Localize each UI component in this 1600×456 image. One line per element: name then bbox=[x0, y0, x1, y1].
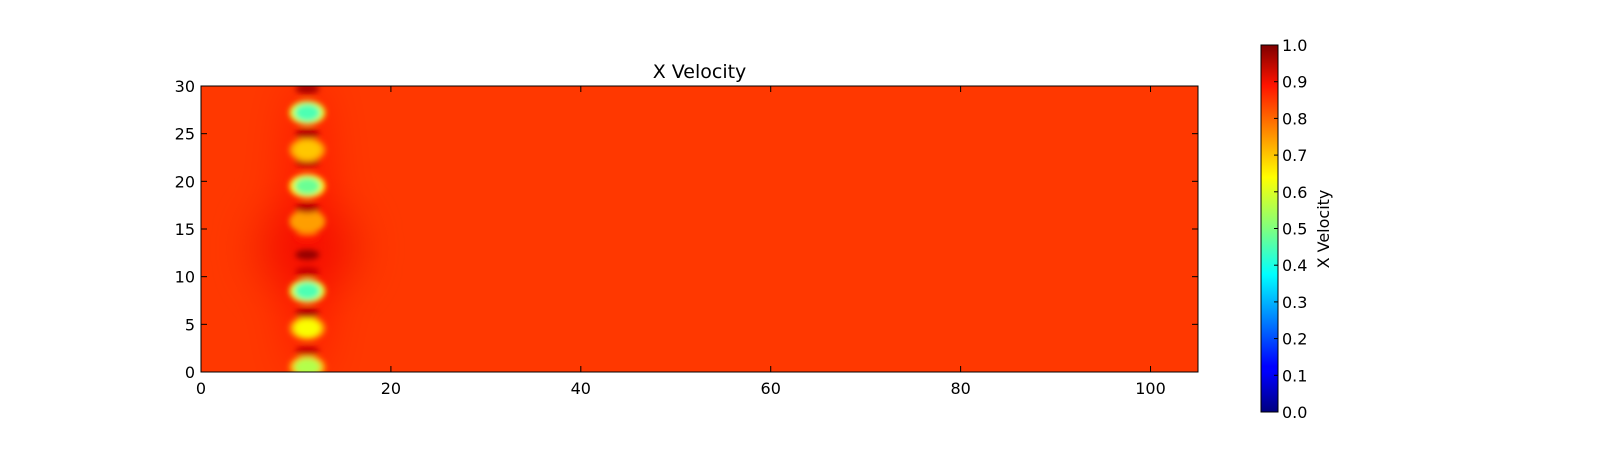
y-tick-label: 30 bbox=[175, 77, 195, 96]
heatmap-background bbox=[201, 86, 1198, 372]
heatmap-cell bbox=[294, 281, 321, 300]
colorbar-tick-label: 0.9 bbox=[1282, 73, 1307, 92]
colorbar-tick-label: 0.3 bbox=[1282, 293, 1307, 312]
x-tick-label: 100 bbox=[1135, 379, 1166, 398]
heatmap-cell bbox=[295, 266, 320, 277]
heatmap-cell bbox=[295, 231, 320, 242]
y-tick-label: 20 bbox=[175, 172, 195, 191]
heatmap-cell bbox=[294, 103, 321, 122]
colorbar-ticks: 0.0 0.1 0.2 0.3 0.4 0.5 0.6 0.7 0.8 0.9 1.0 bbox=[1274, 36, 1307, 422]
x-tick-label: 0 bbox=[196, 379, 206, 398]
heatmap-plot-area bbox=[201, 86, 1198, 372]
x-tick-label: 20 bbox=[381, 379, 401, 398]
colorbar-tick-label: 0.6 bbox=[1282, 183, 1307, 202]
colorbar: 0.0 0.1 0.2 0.3 0.4 0.5 0.6 0.7 0.8 0.9 1.0 X Velo… bbox=[1260, 36, 1333, 422]
heatmap-cell bbox=[294, 177, 321, 196]
y-tick-label: 25 bbox=[175, 125, 195, 144]
heatmap-cell bbox=[294, 358, 321, 372]
x-tick-label: 60 bbox=[761, 379, 781, 398]
chart-title: X Velocity bbox=[653, 61, 747, 83]
colorbar-tick-label: 0.0 bbox=[1282, 403, 1307, 422]
heatmap-cell bbox=[294, 212, 321, 231]
colorbar-label: X Velocity bbox=[1314, 190, 1333, 269]
colorbar-tick-label: 0.7 bbox=[1282, 146, 1307, 165]
y-axis: 0 5 10 15 20 25 30 bbox=[175, 77, 1198, 382]
y-tick-label: 15 bbox=[175, 220, 195, 239]
y-tick-label: 5 bbox=[185, 315, 195, 334]
y-tick-label: 10 bbox=[175, 268, 195, 287]
colorbar-tick-label: 0.5 bbox=[1282, 220, 1307, 239]
heatmap-cell bbox=[295, 86, 320, 94]
y-tick-label: 0 bbox=[185, 363, 195, 382]
x-tick-label: 80 bbox=[950, 379, 970, 398]
heatmap-cell bbox=[295, 128, 320, 139]
colorbar-tick-label: 0.1 bbox=[1282, 366, 1307, 385]
heatmap-cell bbox=[295, 307, 320, 318]
heatmap-cell bbox=[295, 346, 320, 357]
colorbar-tick-label: 1.0 bbox=[1282, 36, 1307, 55]
x-axis: 0 20 40 60 80 100 bbox=[196, 86, 1166, 398]
heatmap-cell bbox=[294, 140, 321, 159]
colorbar-tick-label: 0.8 bbox=[1282, 109, 1307, 128]
heatmap-cell bbox=[295, 203, 320, 214]
heatmap-cell bbox=[294, 319, 321, 338]
x-tick-label: 40 bbox=[571, 379, 591, 398]
heatmap-features-layer bbox=[289, 86, 326, 372]
heatmap-cell bbox=[295, 249, 320, 260]
colorbar-tick-label: 0.2 bbox=[1282, 330, 1307, 349]
colorbar-tick-label: 0.4 bbox=[1282, 256, 1307, 275]
